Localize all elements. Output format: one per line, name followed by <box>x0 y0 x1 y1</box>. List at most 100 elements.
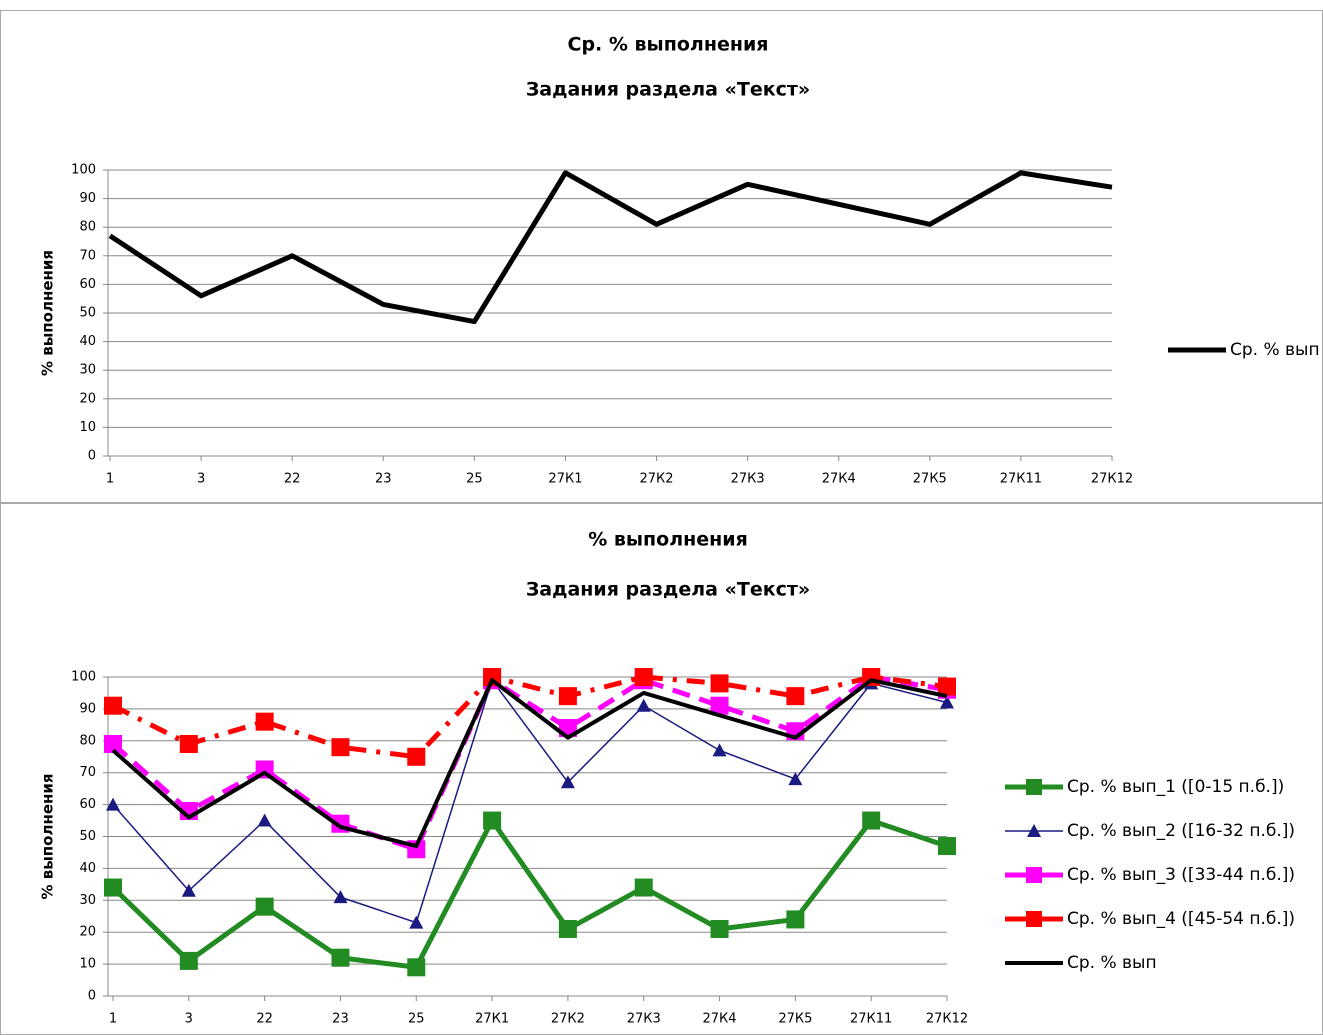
data-point <box>710 920 729 939</box>
y-tick-label: 20 <box>79 391 96 406</box>
chart-title: % выполнения <box>588 529 748 551</box>
data-point <box>407 958 426 977</box>
y-tick-label: 0 <box>88 449 96 464</box>
data-point <box>407 747 426 766</box>
y-tick-label: 50 <box>79 306 96 321</box>
chart-title: Ср. % выполнения <box>568 34 769 56</box>
y-tick-label: 80 <box>79 733 96 748</box>
data-point <box>634 878 653 897</box>
y-tick-label: 60 <box>79 277 96 292</box>
data-point <box>940 695 954 709</box>
data-point <box>636 698 651 712</box>
y-tick-label: 50 <box>79 829 96 844</box>
data-point <box>331 738 350 757</box>
legend-marker <box>1026 867 1042 883</box>
y-tick-label: 90 <box>79 191 96 206</box>
y-tick-label: 20 <box>79 925 96 940</box>
data-point <box>710 696 729 715</box>
data-point <box>179 734 198 753</box>
legend-label: Ср. % вып_2 ([16-32 п.б.]) <box>1067 821 1295 841</box>
x-tick-label: 3 <box>185 1012 193 1027</box>
y-tick-label: 100 <box>71 163 96 178</box>
x-tick-label: 27К1 <box>475 1012 509 1027</box>
chart-frame <box>0 503 1323 1035</box>
x-tick-label: 27К2 <box>640 472 674 487</box>
data-point <box>788 772 803 786</box>
chart-subtitle: Задания раздела «Текст» <box>526 79 810 101</box>
y-tick-label: 10 <box>79 957 96 972</box>
x-tick-label: 27К5 <box>778 1012 812 1027</box>
data-point <box>104 696 122 715</box>
y-tick-label: 80 <box>79 220 96 235</box>
y-tick-label: 90 <box>79 701 96 716</box>
legend-marker <box>1026 779 1042 795</box>
legend-label: Ср. % вып <box>1067 953 1157 973</box>
data-point <box>106 797 120 811</box>
data-point <box>558 687 577 706</box>
data-point <box>558 920 577 939</box>
series-line <box>111 678 948 849</box>
y-tick-label: 70 <box>79 248 96 263</box>
x-tick-label: 27К5 <box>913 472 947 487</box>
x-tick-label: 25 <box>466 472 483 487</box>
y-tick-label: 30 <box>79 363 96 378</box>
legend-label: Ср. % вып_1 ([0-15 п.б.]) <box>1067 777 1284 797</box>
data-point <box>181 883 196 897</box>
x-tick-label: 27К4 <box>703 1012 737 1027</box>
data-point <box>786 687 805 706</box>
x-tick-label: 27К3 <box>627 1012 661 1027</box>
data-point <box>712 743 727 757</box>
data-point <box>179 951 198 970</box>
data-point <box>255 712 274 731</box>
chart-subtitle: Задания раздела «Текст» <box>526 579 810 601</box>
x-tick-label: 1 <box>106 472 114 487</box>
data-point <box>634 668 653 686</box>
y-tick-label: 30 <box>79 893 96 908</box>
legend-marker <box>1027 824 1041 837</box>
x-tick-label: 22 <box>284 472 301 487</box>
data-point <box>255 897 274 916</box>
y-axis-label: % выполнения <box>39 773 57 899</box>
series-line <box>111 818 948 970</box>
series-line <box>112 679 948 924</box>
x-tick-label: 27К11 <box>1000 472 1042 487</box>
data-point <box>333 890 348 904</box>
legend-marker <box>1026 911 1042 927</box>
x-tick-label: 27К4 <box>822 472 856 487</box>
y-axis-label: % выполнения <box>39 250 57 376</box>
x-tick-label: 25 <box>408 1012 425 1027</box>
series-line <box>111 674 948 852</box>
series-line <box>111 674 948 760</box>
x-tick-label: 27К2 <box>551 1012 585 1027</box>
x-tick-label: 3 <box>197 472 205 487</box>
data-point <box>938 837 956 856</box>
x-tick-label: 27К1 <box>548 472 582 487</box>
y-tick-label: 10 <box>79 420 96 435</box>
data-point <box>483 811 502 830</box>
x-tick-label: 27К12 <box>926 1012 968 1027</box>
series-line <box>108 170 1113 325</box>
data-point <box>560 775 575 789</box>
x-tick-label: 27К11 <box>850 1012 892 1027</box>
x-tick-label: 27К12 <box>1091 472 1133 487</box>
chart-frame <box>0 10 1323 503</box>
data-point <box>786 910 805 929</box>
data-point <box>710 674 729 693</box>
data-point <box>862 811 881 830</box>
data-point <box>409 915 424 929</box>
data-point <box>938 677 956 696</box>
x-tick-label: 22 <box>256 1012 273 1027</box>
data-point <box>104 734 122 753</box>
data-point <box>104 878 122 897</box>
y-tick-label: 60 <box>79 797 96 812</box>
legend-label: Ср. % вып_4 ([45-54 п.б.]) <box>1067 909 1295 929</box>
data-point <box>331 948 350 967</box>
x-tick-label: 27К3 <box>731 472 765 487</box>
y-tick-label: 70 <box>79 765 96 780</box>
x-tick-label: 23 <box>332 1012 349 1027</box>
y-tick-label: 40 <box>79 861 96 876</box>
y-tick-label: 0 <box>88 989 96 1004</box>
legend-label: Ср. % вып_3 ([33-44 п.б.]) <box>1067 865 1295 885</box>
data-point <box>257 813 272 827</box>
